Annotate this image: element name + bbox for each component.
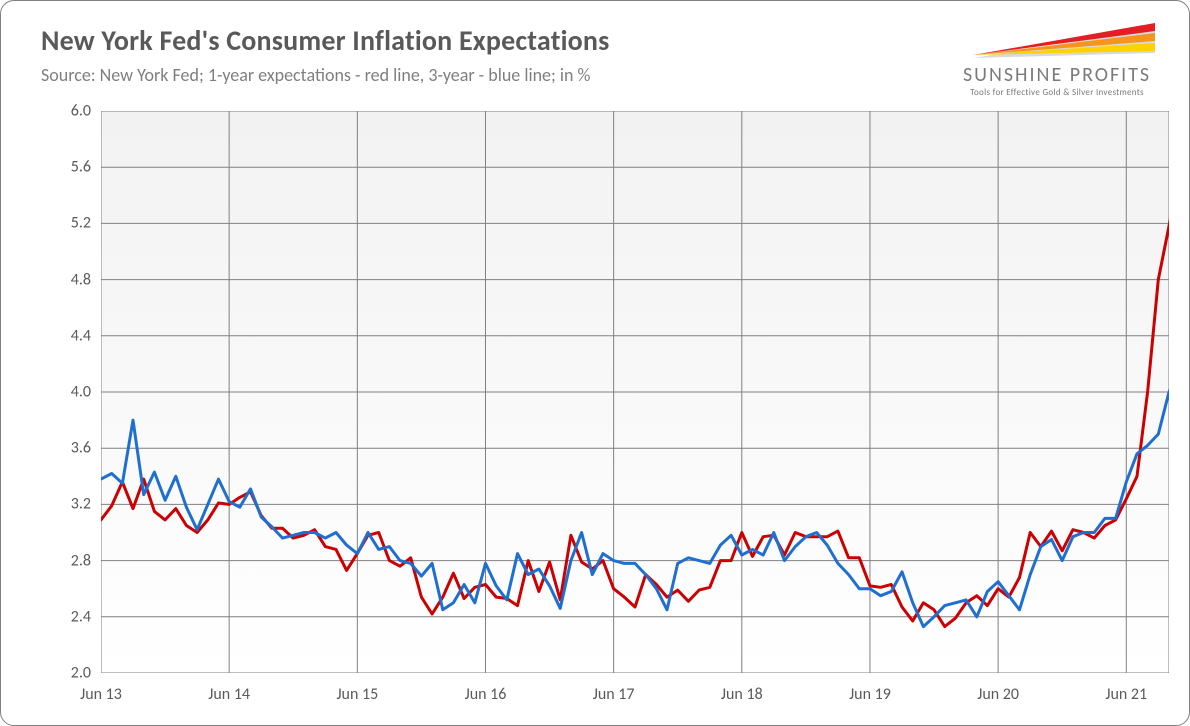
y-tick-label: 2.4	[41, 607, 91, 626]
x-tick-label: Jun 19	[849, 685, 891, 704]
y-tick-label: 5.6	[41, 158, 91, 177]
x-tick-label: Jun 17	[593, 685, 635, 704]
y-tick-label: 4.8	[41, 270, 91, 289]
y-tick-label: 5.2	[41, 214, 91, 233]
y-tick-label: 2.0	[41, 664, 91, 683]
brand-logo: SUNSHINE PROFITS Tools for Effective Gol…	[947, 19, 1167, 98]
line-chart-svg	[101, 111, 1169, 673]
y-tick-label: 4.0	[41, 383, 91, 402]
chart-card: New York Fed's Consumer Inflation Expect…	[0, 0, 1190, 726]
y-tick-label: 4.4	[41, 326, 91, 345]
brand-wordmark: SUNSHINE PROFITS	[947, 63, 1167, 87]
y-tick-label: 3.6	[41, 439, 91, 458]
x-tick-label: Jun 20	[977, 685, 1019, 704]
x-tick-label: Jun 13	[80, 685, 122, 704]
plot-area: 2.02.42.83.23.64.04.44.85.25.66.0 Jun 13…	[41, 111, 1171, 705]
x-tick-label: Jun 16	[465, 685, 507, 704]
x-tick-label: Jun 21	[1105, 685, 1147, 704]
y-tick-label: 2.8	[41, 551, 91, 570]
x-tick-label: Jun 15	[336, 685, 378, 704]
y-tick-label: 6.0	[41, 102, 91, 121]
brand-tagline: Tools for Effective Gold & Silver Invest…	[947, 87, 1167, 98]
x-tick-label: Jun 14	[208, 685, 250, 704]
x-tick-label: Jun 18	[721, 685, 763, 704]
sunburst-icon	[957, 19, 1157, 61]
y-tick-label: 3.2	[41, 495, 91, 514]
